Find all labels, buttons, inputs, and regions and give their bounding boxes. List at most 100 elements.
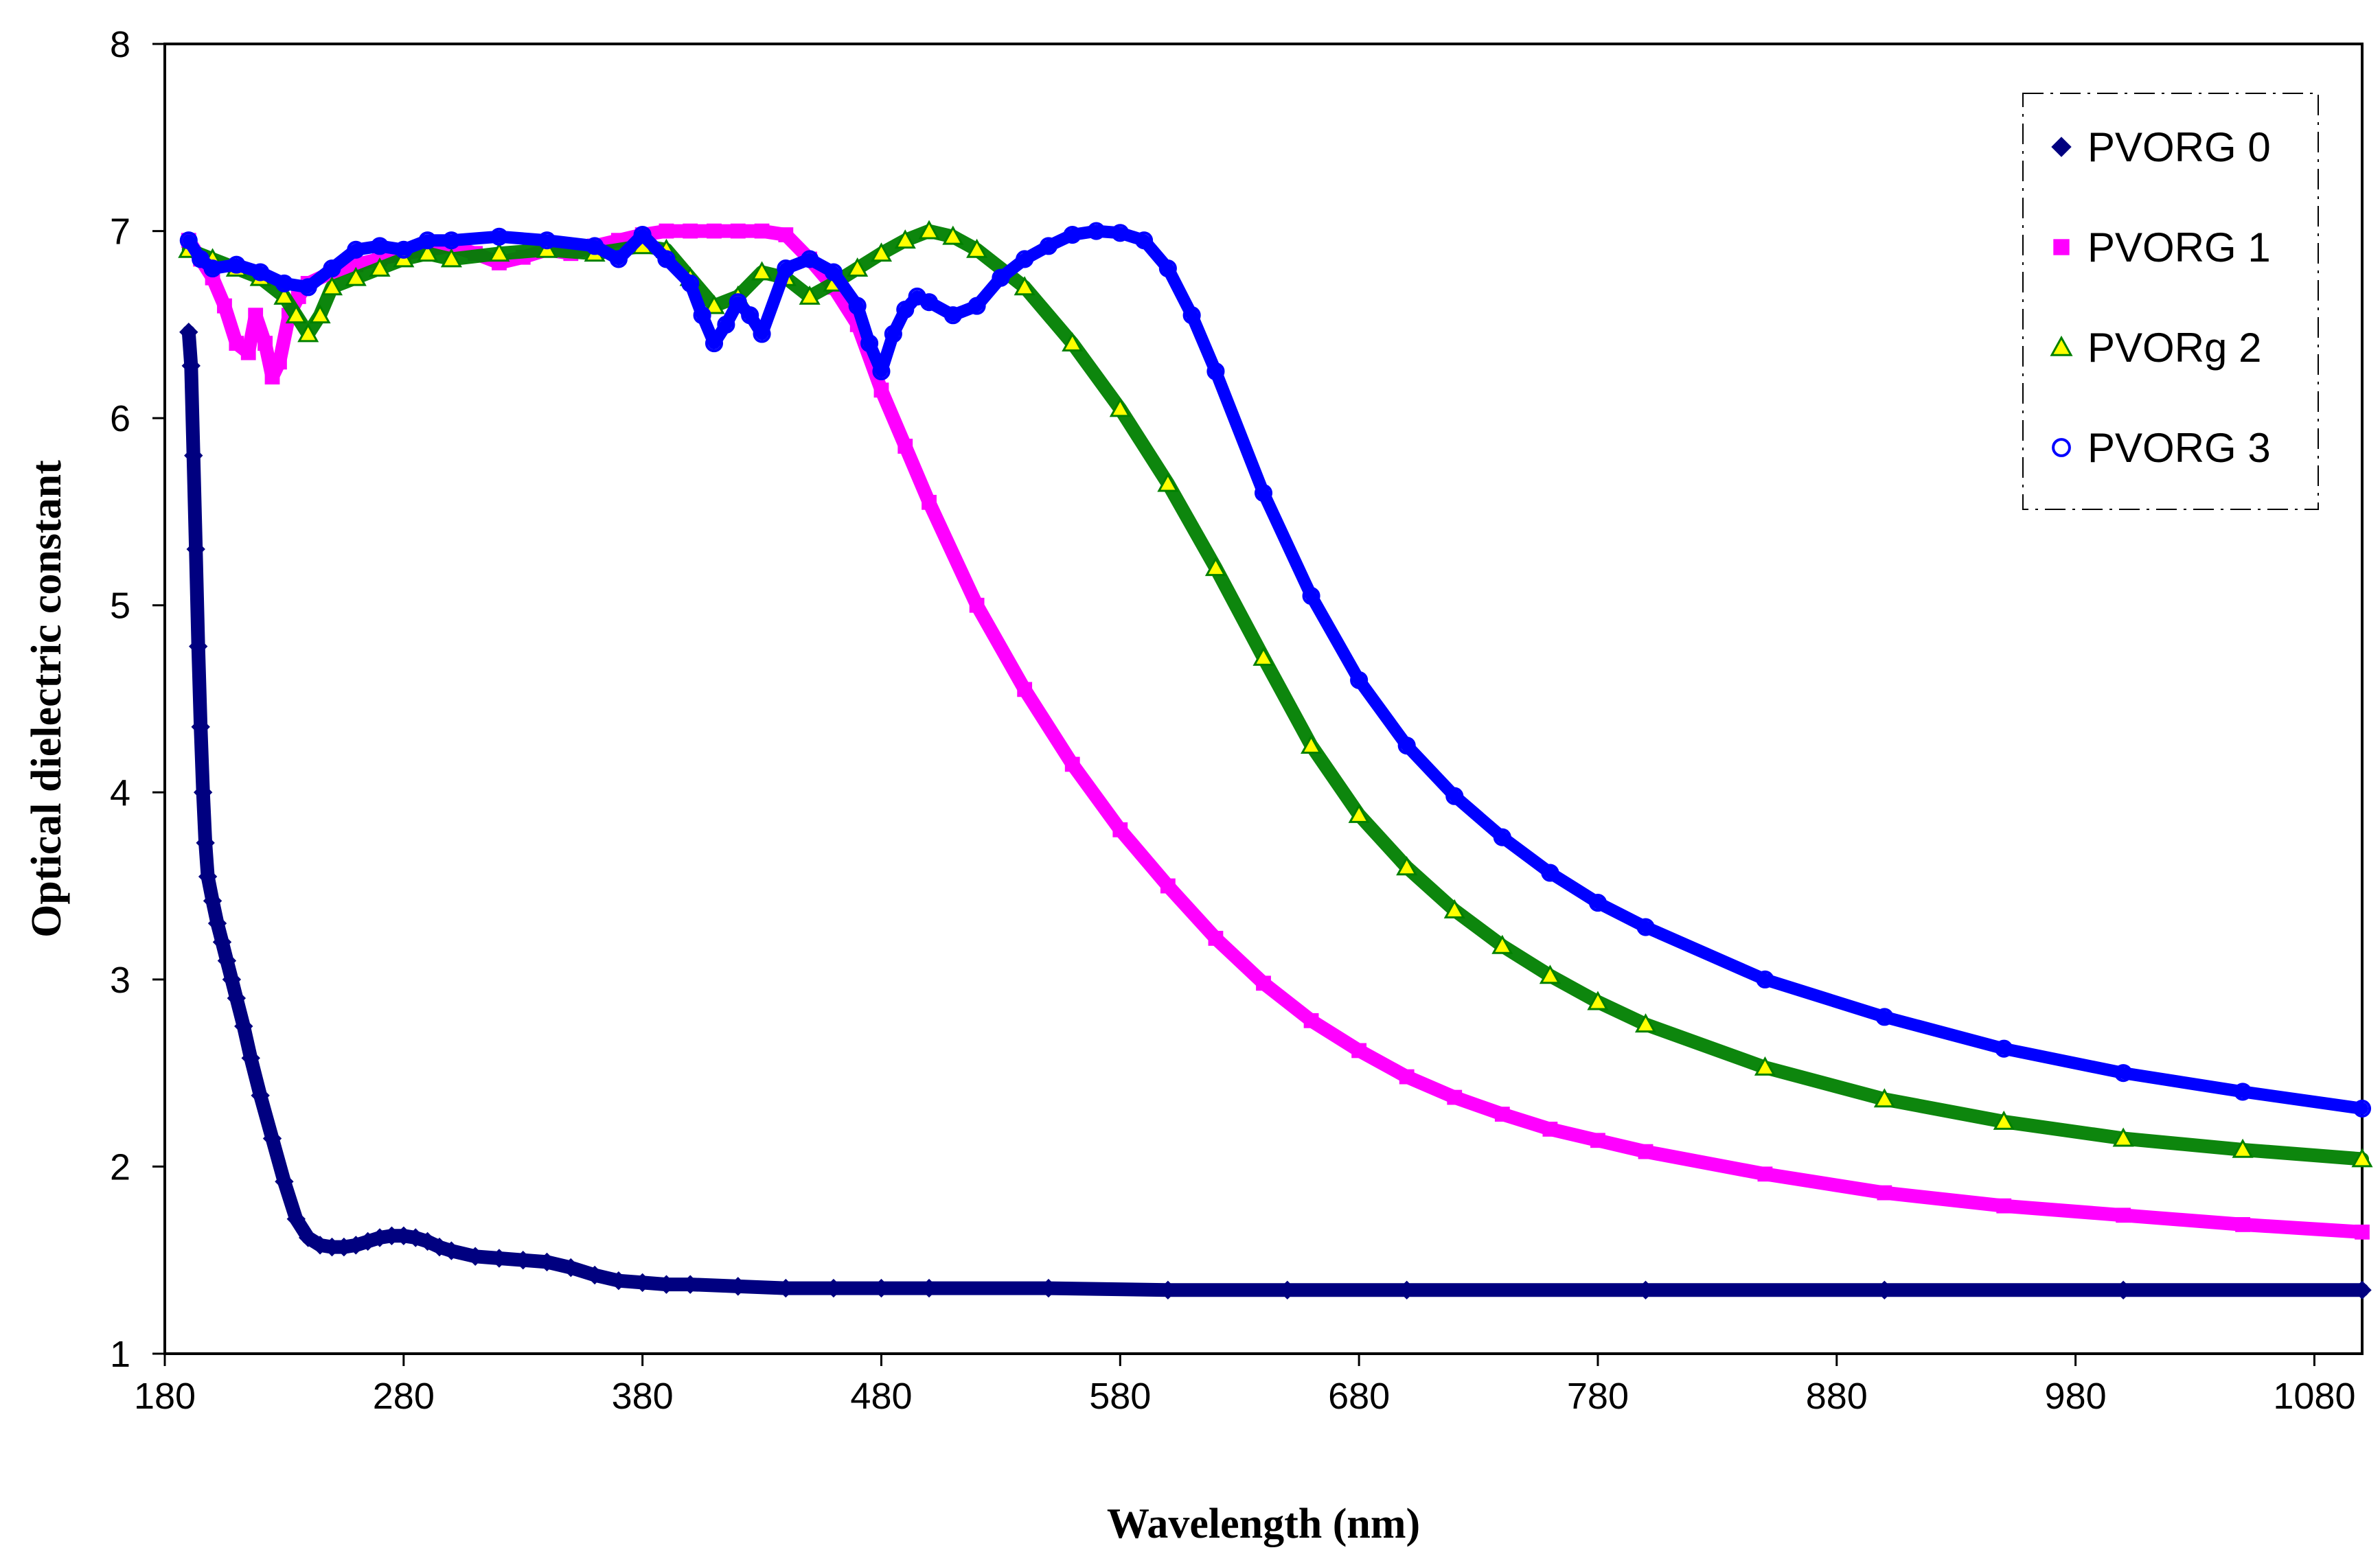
data-point bbox=[847, 257, 869, 277]
data-point bbox=[968, 297, 986, 315]
data-point bbox=[919, 1278, 939, 1298]
y-ticks: 1 2 3 4 5 6 7 8 bbox=[110, 24, 165, 1375]
x-tick-label: 180 bbox=[134, 1376, 196, 1417]
x-tick-label: 580 bbox=[1089, 1376, 1151, 1417]
data-point bbox=[776, 1278, 796, 1298]
data-point bbox=[347, 240, 365, 259]
data-point bbox=[1875, 1280, 1895, 1300]
y-tick-label: 1 bbox=[110, 1334, 130, 1375]
data-point bbox=[192, 250, 210, 268]
data-point bbox=[1756, 970, 1774, 988]
data-point bbox=[705, 334, 724, 353]
y-tick-label: 3 bbox=[110, 960, 130, 1001]
x-tick-label: 1080 bbox=[2273, 1376, 2355, 1417]
data-point bbox=[942, 225, 964, 245]
data-point bbox=[227, 255, 246, 274]
data-point bbox=[2353, 1099, 2372, 1118]
data-point bbox=[1757, 1166, 1773, 1182]
data-point bbox=[561, 1258, 581, 1277]
data-point bbox=[241, 1048, 260, 1068]
data-point bbox=[1087, 222, 1106, 240]
data-point bbox=[538, 231, 556, 250]
data-point bbox=[1638, 1144, 1654, 1159]
legend-marker bbox=[2052, 438, 2071, 457]
data-point bbox=[1039, 237, 1058, 255]
data-point bbox=[1016, 250, 1034, 268]
data-point bbox=[1350, 671, 1369, 689]
data-point bbox=[1111, 224, 1130, 242]
data-point bbox=[234, 1017, 253, 1036]
data-point bbox=[897, 439, 913, 454]
data-point bbox=[656, 1275, 676, 1294]
data-point bbox=[258, 336, 273, 351]
data-point bbox=[1206, 362, 1225, 381]
series-pvorg-2 bbox=[178, 220, 2373, 1168]
data-point bbox=[1254, 484, 1273, 502]
data-point bbox=[217, 951, 237, 971]
x-tick-label: 380 bbox=[612, 1376, 674, 1417]
data-point bbox=[969, 597, 985, 613]
data-point bbox=[1204, 557, 1226, 577]
data-point bbox=[1158, 1280, 1178, 1300]
data-point bbox=[1396, 856, 1418, 876]
data-point bbox=[2114, 1064, 2133, 1083]
data-point bbox=[778, 227, 794, 242]
data-point bbox=[1014, 276, 1035, 296]
data-point bbox=[262, 1129, 282, 1148]
data-point bbox=[586, 237, 604, 255]
data-point bbox=[703, 294, 725, 314]
x-tick-label: 780 bbox=[1567, 1376, 1629, 1417]
data-point bbox=[681, 274, 700, 292]
data-point bbox=[609, 250, 628, 268]
y-tick-label: 7 bbox=[110, 211, 130, 253]
data-point bbox=[2351, 1148, 2373, 1168]
data-point bbox=[966, 238, 988, 258]
data-point bbox=[824, 1278, 843, 1298]
legend-marker bbox=[2050, 335, 2073, 356]
legend-entries: PVORG 0 PVORG 1 PVORg 2 PVORG 3 bbox=[2050, 124, 2271, 471]
data-point bbox=[440, 248, 462, 268]
data-point bbox=[1541, 864, 1559, 882]
legend-label: PVORG 3 bbox=[2087, 425, 2271, 471]
data-point bbox=[1588, 894, 1607, 912]
data-point bbox=[753, 325, 771, 343]
data-point bbox=[894, 229, 916, 249]
legend-box bbox=[2022, 93, 2319, 510]
data-point bbox=[632, 1273, 652, 1293]
data-point bbox=[1993, 1110, 2015, 1130]
data-point bbox=[310, 1236, 330, 1255]
data-point bbox=[1064, 756, 1080, 772]
data-point bbox=[754, 223, 770, 239]
data-point bbox=[442, 1241, 461, 1260]
data-point bbox=[196, 833, 215, 853]
data-point bbox=[1443, 899, 1465, 918]
data-point bbox=[1494, 1107, 1510, 1122]
data-point bbox=[871, 1278, 891, 1298]
y-tick-label: 2 bbox=[110, 1146, 130, 1188]
data-point bbox=[1539, 964, 1561, 984]
x-tick-label: 280 bbox=[373, 1376, 435, 1417]
data-point bbox=[717, 315, 735, 334]
data-point bbox=[1063, 225, 1082, 244]
data-point bbox=[1182, 306, 1201, 325]
data-point bbox=[860, 334, 879, 353]
data-point bbox=[1039, 1278, 1058, 1298]
data-point bbox=[369, 257, 391, 277]
data-point bbox=[1256, 975, 1271, 991]
series-pvorg-3 bbox=[179, 222, 2372, 1118]
data-point bbox=[1397, 1280, 1417, 1300]
data-point bbox=[275, 1172, 294, 1191]
data-point bbox=[442, 231, 461, 250]
data-point bbox=[1062, 332, 1084, 352]
data-point bbox=[777, 259, 795, 278]
data-point bbox=[2116, 1207, 2131, 1223]
data-point bbox=[490, 1249, 509, 1268]
data-point bbox=[884, 325, 902, 343]
data-point bbox=[181, 356, 201, 375]
data-point bbox=[870, 242, 893, 262]
data-point bbox=[418, 231, 437, 250]
data-point bbox=[2112, 1127, 2134, 1147]
data-point bbox=[1135, 231, 1154, 250]
data-point bbox=[179, 323, 198, 342]
